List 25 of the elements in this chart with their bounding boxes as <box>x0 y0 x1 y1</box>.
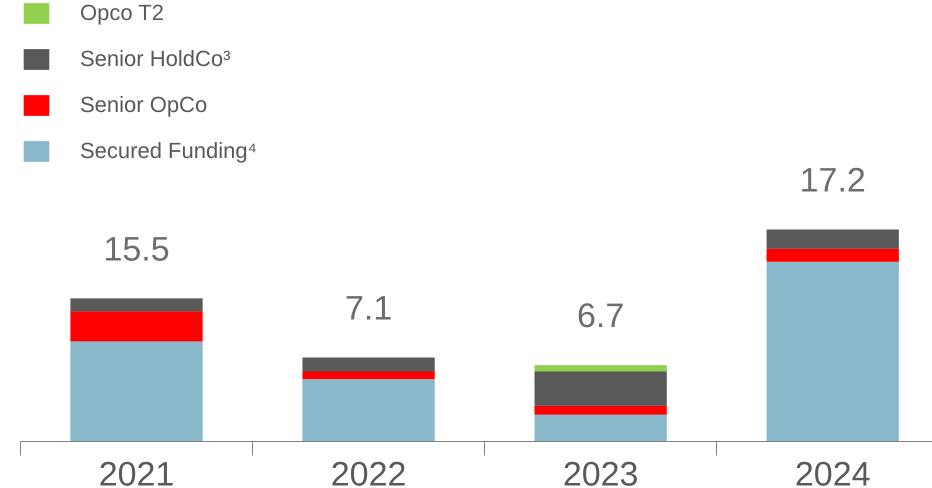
legend-label: Opco T2 <box>80 0 164 26</box>
bar <box>534 414 667 442</box>
bar <box>70 298 203 312</box>
bar <box>534 406 667 415</box>
annotation: 15.5 <box>103 230 170 268</box>
legend-label: Senior OpCo <box>80 92 208 118</box>
bar <box>766 229 899 249</box>
text: 17.2 <box>800 161 866 200</box>
x-tick-label: 2022 <box>330 456 406 488</box>
bar <box>766 248 899 262</box>
annotation: 6.7 <box>577 297 624 336</box>
bar <box>70 311 203 342</box>
bar <box>766 262 899 442</box>
legend-label: Secured Funding⁴ <box>80 138 258 164</box>
bar <box>302 372 435 380</box>
bar <box>302 379 435 442</box>
x-tick-label: 2023 <box>562 456 638 488</box>
bar <box>534 372 667 406</box>
x-tick-label: 2021 <box>98 456 174 488</box>
annotation: 7.1 <box>344 290 392 328</box>
x-tick-label: 2024 <box>794 456 871 488</box>
bar <box>302 358 435 372</box>
legend-label: Senior HoldCo³ <box>80 46 230 72</box>
bar <box>534 365 667 372</box>
bar <box>70 341 203 442</box>
